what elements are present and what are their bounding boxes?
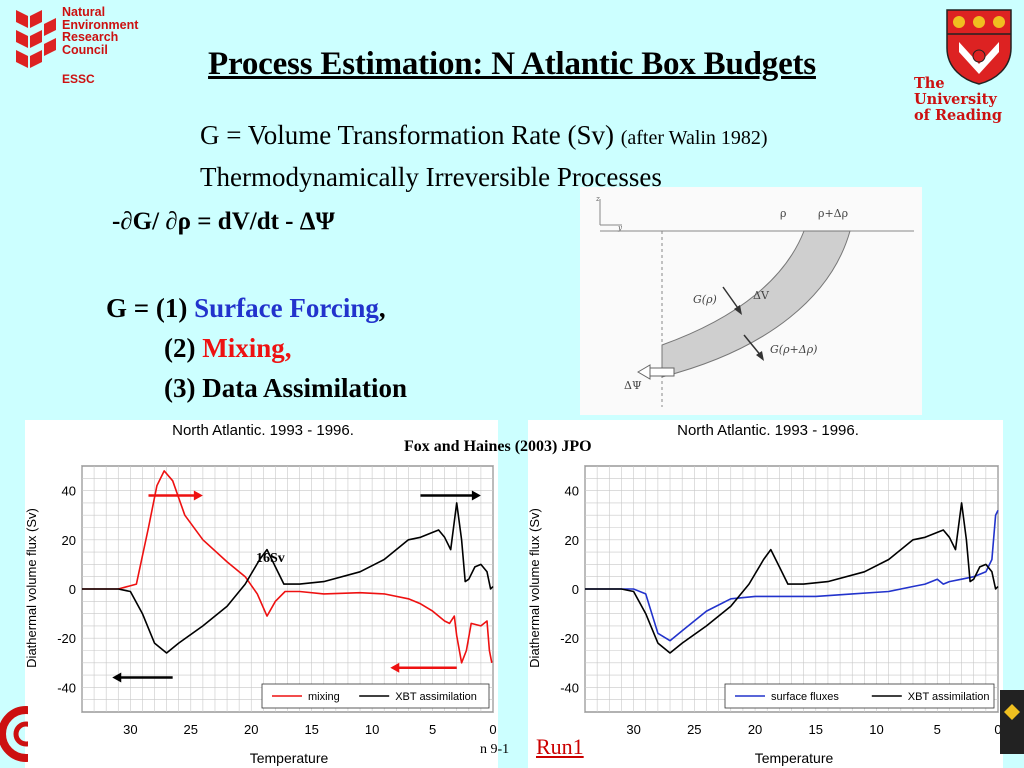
y-tick-label: 40 [565, 484, 579, 499]
flow-arrow-head [471, 490, 481, 501]
x-tick-label: 0 [489, 722, 496, 737]
chart-title: North Atlantic. 1993 - 1996. [677, 422, 859, 439]
legend-box [724, 683, 995, 709]
series-line-mixing [82, 470, 493, 664]
university-line: The [914, 75, 945, 92]
corner-logo-left [0, 706, 28, 762]
nerc-logo-shape [44, 38, 56, 56]
legend-label: mixing [308, 691, 340, 703]
nerc-logo-shape [16, 30, 28, 48]
university-line: University [914, 91, 997, 108]
y-tick-label: 20 [62, 533, 76, 548]
flow-arrow-head [112, 672, 122, 683]
x-tick-label: 15 [809, 722, 823, 737]
reference-citation: Fox and Haines (2003) JPO [404, 438, 592, 455]
legend-label: surface fluxes [771, 691, 839, 703]
nerc-logo-shape [30, 50, 42, 68]
y-tick-label: 0 [572, 582, 579, 597]
y-axis-label: Diathermal volume flux (Sv) [528, 508, 542, 668]
flow-arrow-head [390, 662, 400, 673]
y-tick-label: 40 [62, 484, 76, 499]
g-prefix: G = (1) [106, 293, 195, 323]
university-crest-icon [946, 9, 1012, 85]
arrow-head [756, 351, 764, 361]
budget-equation: -∂G/ ∂ρ = dV/dt - ΔΨ [112, 208, 335, 235]
dpsi-label: ΔΨ [624, 379, 642, 392]
g-component-3: (3) Data Assimilation [106, 368, 407, 408]
y-tick-label: 0 [69, 582, 76, 597]
g-component-2: (2) Mixing, [106, 328, 407, 368]
x-tick-label: 5 [429, 722, 436, 737]
slide-title: Process Estimation: N Atlantic Box Budge… [208, 46, 816, 82]
x-tick-label: 0 [994, 722, 1001, 737]
rho-plus-label: ρ+Δρ [818, 207, 848, 220]
x-tick-label: 20 [748, 722, 762, 737]
corner-logo-right [1000, 690, 1024, 754]
nerc-line: Research [62, 30, 119, 44]
definition-main: G = Volume Transformation Rate (Sv) [200, 120, 621, 150]
y-tick-label: -20 [560, 631, 579, 646]
dpsi-arrow-shaft [647, 367, 675, 377]
g-components: G = (1) Surface Forcing, (2) Mixing, (3)… [106, 288, 407, 408]
nerc-logo [16, 10, 56, 68]
truncated-footer-text: n 9-1 [480, 742, 510, 757]
y-axis-label: Diathermal volume flux (Sv) [25, 508, 39, 668]
series-line-xbt-assimilation [585, 502, 999, 654]
g-rho-label: G(ρ) [693, 293, 717, 306]
chart-title: North Atlantic. 1993 - 1996. [172, 422, 354, 439]
nerc-logo-shape [30, 10, 42, 28]
volume-transformation-diagram: z y ρ ρ+Δρ G(ρ) ΔV G(ρ+Δρ) ΔΨ [580, 187, 922, 415]
axis-y-label: y [617, 224, 623, 232]
definition-note: (after Walin 1982) [620, 127, 768, 149]
definition-line: G = Volume Transformation Rate (Sv) (aft… [200, 120, 768, 151]
y-tick-label: 20 [565, 533, 579, 548]
x-axis-label: Temperature [250, 750, 329, 766]
mixing-label: Mixing, [202, 333, 292, 363]
run1-link[interactable]: Run1 [536, 734, 584, 759]
g-component-1: G = (1) Surface Forcing, [106, 288, 407, 328]
nerc-name: Natural Environment Research Council [62, 6, 138, 56]
nerc-logo-shape [16, 50, 28, 68]
series-line-xbt-assimilation [82, 502, 494, 654]
dv-label: ΔV [753, 289, 770, 302]
comma: , [378, 293, 386, 323]
flow-arrow-head [193, 490, 203, 501]
annotation-16sv: 16Sv [256, 551, 285, 566]
axis-z-label: z [595, 195, 600, 203]
data-assimilation-label: (3) Data Assimilation [164, 373, 407, 403]
university-name: The University of Reading [914, 76, 1002, 124]
nerc-line: Council [62, 42, 108, 57]
x-tick-label: 30 [626, 722, 640, 737]
y-tick-label: -40 [560, 680, 579, 695]
nerc-logo-shape [16, 10, 28, 28]
x-tick-label: 5 [934, 722, 941, 737]
nerc-logo-shape [44, 18, 56, 36]
g-rho-plus-label: G(ρ+Δρ) [770, 343, 817, 356]
dpsi-arrow-head [637, 364, 651, 380]
x-tick-label: 15 [304, 722, 318, 737]
university-line: of Reading [914, 107, 1002, 124]
nerc-logo-shape [30, 30, 42, 48]
y-tick-label: -20 [57, 631, 76, 646]
density-layer-band [661, 230, 851, 378]
rho-label: ρ [780, 207, 786, 220]
nerc-line: Natural [62, 5, 106, 19]
surface-forcing-label: Surface Forcing [194, 293, 379, 323]
item-number: (2) [164, 333, 203, 363]
x-tick-label: 10 [365, 722, 379, 737]
x-tick-label: 30 [123, 722, 137, 737]
x-tick-label: 20 [244, 722, 258, 737]
x-tick-label: 10 [869, 722, 883, 737]
nerc-line: Environment [62, 17, 139, 32]
legend-label: XBT assimilation [395, 691, 477, 703]
chart-surface-fluxes-vs-xbt: North Atlantic. 1993 - 1996. Temperature… [528, 420, 1003, 768]
legend-label: XBT assimilation [908, 691, 990, 703]
y-tick-label: -40 [57, 680, 76, 695]
x-tick-label: 25 [184, 722, 198, 737]
x-tick-label: 25 [687, 722, 701, 737]
essc-label: ESSC [62, 72, 95, 86]
arrow-head [734, 305, 742, 315]
x-axis-label: Temperature [755, 750, 834, 766]
chart-mixing-vs-xbt: North Atlantic. 1993 - 1996. Temperature… [25, 420, 498, 768]
